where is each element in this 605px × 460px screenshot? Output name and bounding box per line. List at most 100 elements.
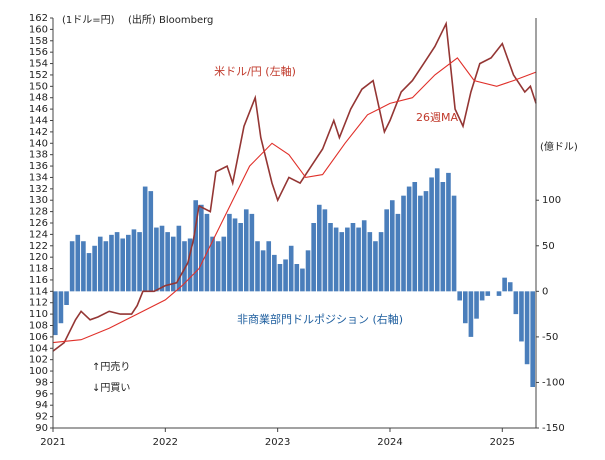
bar: [384, 209, 389, 292]
annotation: ↑円売り: [92, 360, 130, 373]
y-tick-label: 94: [35, 400, 48, 411]
bar: [328, 223, 333, 292]
y-tick-label: 116: [29, 275, 48, 286]
y-tick-label: 146: [29, 104, 48, 115]
bar: [69, 241, 75, 292]
bar: [294, 264, 300, 292]
y-tick-label: 104: [29, 343, 48, 354]
bar: [243, 209, 249, 292]
bar: [154, 227, 159, 292]
y2-tick-label: 50: [542, 241, 555, 252]
y-tick-label: 110: [29, 309, 48, 320]
bar: [395, 213, 401, 292]
bar: [249, 213, 255, 292]
y-tick-label: 154: [29, 59, 48, 70]
y-tick-label: 118: [29, 264, 48, 275]
bar: [176, 225, 182, 292]
y2-tick-label: 100: [542, 195, 561, 206]
series-label: 非商業部門ドルポジション (右軸): [237, 312, 403, 326]
bar: [58, 291, 64, 324]
y-tick-label: 114: [29, 286, 48, 297]
y-tick-label: 162: [29, 13, 48, 24]
line: [52, 57, 537, 344]
bar: [148, 191, 154, 292]
bar: [462, 291, 468, 324]
bar: [232, 218, 238, 292]
bar: [446, 172, 451, 292]
bar: [266, 241, 272, 292]
bar: [193, 200, 199, 292]
line: [52, 20, 537, 352]
series-label: 米ドル/円 (左軸): [214, 64, 296, 78]
x-tick-label: 2023: [265, 437, 290, 448]
y-tick-label: 134: [29, 172, 48, 183]
bar: [210, 236, 215, 292]
bar: [131, 229, 137, 292]
bar: [227, 213, 232, 292]
bar: [339, 232, 345, 292]
bar: [53, 291, 58, 336]
bar: [187, 238, 193, 292]
y-tick-label: 102: [29, 355, 48, 366]
bar: [137, 232, 142, 292]
bar: [215, 241, 221, 292]
bar: [485, 291, 491, 296]
bar: [81, 241, 86, 292]
bar: [238, 223, 243, 292]
bar: [277, 264, 283, 292]
bar: [311, 223, 316, 292]
bar: [92, 245, 97, 292]
bar: [350, 223, 356, 292]
x-tick-label: 2025: [490, 437, 515, 448]
bar: [530, 291, 535, 387]
series-label: 26週MA: [416, 111, 458, 124]
y-tick-label: 132: [29, 184, 48, 195]
bar: [142, 186, 148, 292]
y-tick-label: 92: [35, 412, 48, 423]
x-tick-label: 2021: [40, 437, 65, 448]
annotation: (1ドル=円): [62, 15, 115, 26]
bar: [513, 291, 519, 315]
bar: [272, 254, 277, 292]
bar: [305, 250, 311, 292]
bar: [75, 234, 81, 292]
y2-tick-label: -150: [542, 423, 565, 434]
bar: [126, 234, 131, 292]
bar: [468, 291, 474, 337]
bar: [316, 204, 322, 292]
y-tick-label: 160: [29, 24, 48, 35]
bar: [288, 245, 294, 292]
bar: [114, 232, 120, 292]
y-tick-label: 96: [35, 389, 48, 400]
bar: [120, 238, 126, 292]
y2-tick-label: -100: [542, 377, 565, 388]
bar: [429, 177, 434, 292]
bar: [401, 195, 406, 292]
y-tick-label: 90: [35, 423, 48, 434]
bar: [519, 291, 524, 342]
y-tick-label: 136: [29, 161, 48, 172]
y-tick-label: 112: [29, 298, 48, 309]
bar: [389, 200, 395, 292]
y-tick-label: 106: [29, 332, 48, 343]
y-tick-label: 156: [29, 47, 48, 58]
bar: [221, 236, 227, 292]
y-tick-label: 120: [29, 252, 48, 263]
bar: [322, 209, 328, 292]
bar: [283, 259, 288, 292]
bar: [97, 236, 103, 292]
bar: [361, 220, 367, 292]
annotation: (億ドル): [540, 140, 578, 153]
x-tick-label: 2024: [377, 437, 402, 448]
y-tick-label: 100: [29, 366, 48, 377]
bar: [165, 232, 170, 292]
bar: [356, 227, 361, 292]
y-tick-label: 98: [35, 377, 48, 388]
bar: [423, 191, 429, 292]
bar: [182, 241, 187, 292]
y-tick-label: 108: [29, 321, 48, 332]
bar: [406, 186, 412, 292]
bar: [507, 282, 513, 292]
bar: [479, 291, 485, 301]
y-tick-label: 140: [29, 138, 48, 149]
